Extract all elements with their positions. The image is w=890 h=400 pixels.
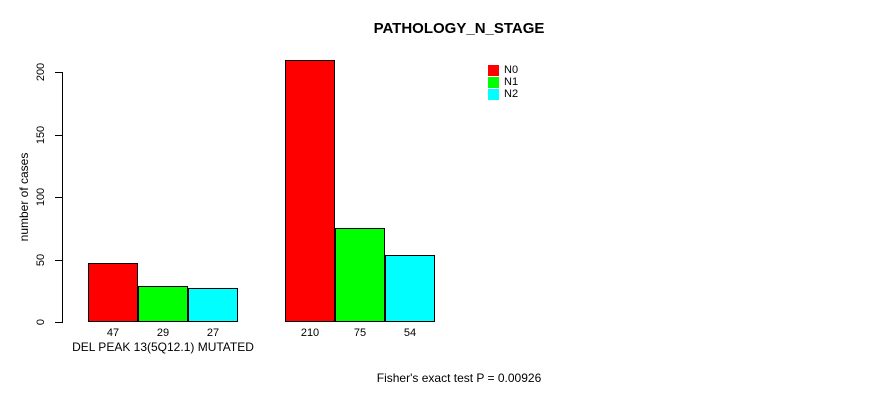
bar-value-label: 54 (403, 327, 417, 339)
bar (285, 59, 335, 322)
bar (138, 285, 188, 322)
y-tick (55, 134, 63, 136)
y-tick-label: 200 (35, 62, 47, 82)
annotation-text: Fisher's exact test P = 0.00926 (376, 371, 542, 385)
bar-value-label: 75 (353, 327, 367, 339)
y-tick-label: 50 (35, 253, 47, 266)
bar-value-label: 210 (300, 327, 320, 339)
y-tick (55, 197, 63, 198)
bar (385, 254, 435, 322)
legend-item: N1 (488, 76, 519, 89)
legend-label: N0 (504, 64, 519, 76)
bar (335, 228, 385, 322)
y-axis-label: number of cases (17, 152, 31, 242)
y-tick-label: 100 (35, 187, 47, 207)
bar-value-label: 27 (206, 327, 220, 339)
y-tick-label: 0 (35, 318, 47, 326)
y-tick-label: 150 (35, 125, 47, 144)
y-tick (55, 322, 63, 323)
bar (88, 263, 138, 322)
y-tick (55, 259, 63, 261)
category-label: DEL PEAK 13(5Q12.1) MUTATED (72, 340, 254, 354)
legend-swatch (488, 65, 499, 76)
legend-swatch (488, 89, 499, 101)
legend-swatch (488, 77, 499, 89)
legend-label: N1 (504, 76, 519, 89)
legend-item: N0 (488, 65, 518, 76)
bar-value-label: 47 (106, 327, 120, 339)
bar (188, 288, 238, 322)
legend-item: N2 (488, 88, 519, 101)
bar-value-label: 29 (156, 327, 170, 339)
legend-label: N2 (504, 88, 519, 101)
y-tick (55, 72, 63, 73)
chart-title: PATHOLOGY_N_STAGE (373, 20, 545, 37)
